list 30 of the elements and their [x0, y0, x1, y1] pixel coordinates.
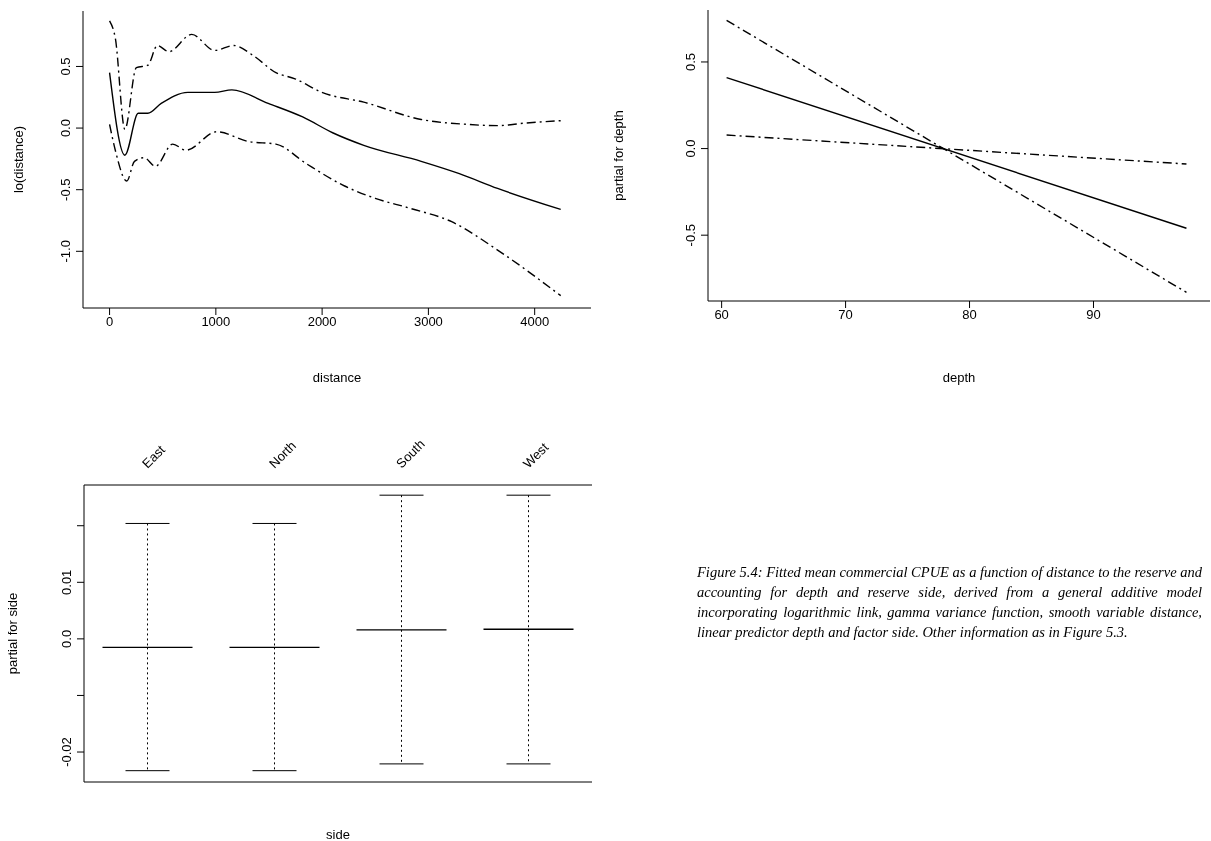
x-tick-label: 60 — [714, 307, 729, 323]
x-tick-label: 80 — [962, 307, 977, 323]
y-tick-label: -0.5 — [683, 223, 698, 247]
y-tick-label: 0.0 — [58, 119, 73, 138]
x-tick-label: East — [139, 441, 169, 472]
x-tick-label: 90 — [1086, 307, 1101, 323]
x-axis-title: depth — [942, 370, 976, 385]
y-tick-label: 0.5 — [683, 52, 698, 71]
line-series — [108, 123, 562, 297]
y-axis-title: partial for side — [4, 592, 20, 675]
x-axis-title: distance — [312, 370, 362, 385]
x-tick-label: 0 — [105, 314, 114, 330]
caption: Figure 5.4: Fitted mean commercial CPUE as a function of distance to the reserve and accounting for depth and reserve side, derived from a general additive model incorporating logarithmic link, gamma variance function, smooth variable distance, linear predictor depth and factor side. Other information as in Figure 5.3. — [697, 563, 1202, 642]
x-tick-label: 1000 — [201, 314, 231, 330]
line-series — [108, 20, 562, 131]
y-tick-label: -0.02 — [59, 737, 74, 767]
x-tick-label: 4000 — [520, 314, 550, 330]
y-axis-title: partial for depth — [610, 110, 626, 201]
y-tick-label: 0.5 — [58, 57, 73, 76]
x-tick-label: 70 — [838, 307, 853, 323]
y-tick-label: -0.5 — [58, 178, 73, 201]
y-tick-label: 0.0 — [683, 139, 698, 158]
y-tick-label: -1.0 — [58, 240, 73, 263]
x-tick-label: 2000 — [307, 314, 337, 330]
y-tick-label: 0.0 — [59, 629, 74, 648]
y-tick-label: 0.01 — [59, 569, 74, 595]
x-tick-label: 3000 — [413, 314, 443, 330]
line-series — [108, 71, 562, 211]
x-axis-title: side — [326, 827, 350, 841]
y-axis-title: lo(distance) — [10, 125, 26, 194]
